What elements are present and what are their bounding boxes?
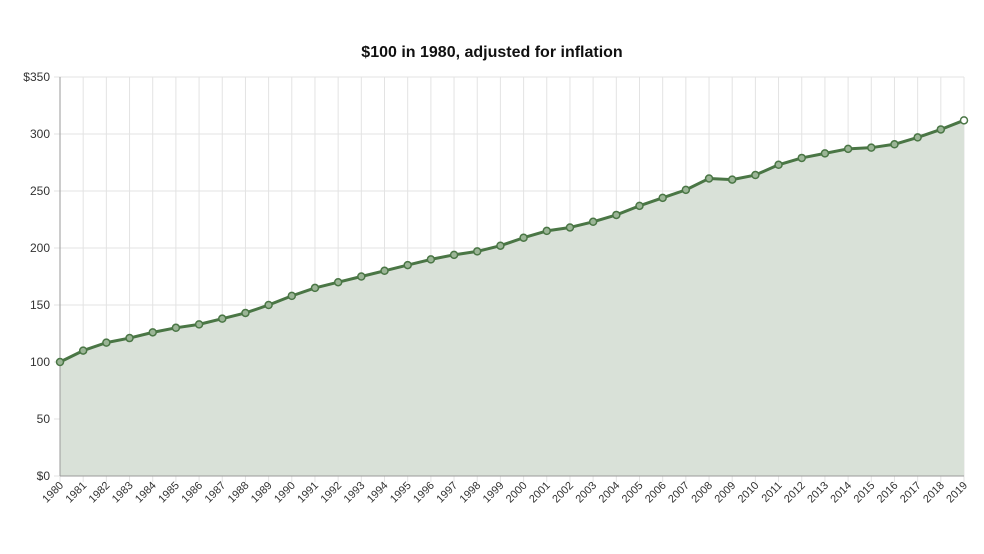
data-point (449, 250, 459, 260)
data-point (588, 217, 598, 227)
data-point (125, 333, 134, 343)
data-point (867, 143, 876, 152)
x-tick-label: 2012 (782, 480, 808, 506)
data-point (727, 175, 737, 184)
data-point (565, 223, 575, 232)
data-point (936, 125, 946, 134)
x-tick-label: 1982 (87, 480, 113, 506)
data-point (426, 255, 436, 264)
data-point (241, 308, 250, 318)
data-point (635, 201, 644, 211)
x-tick-label: 1983 (110, 480, 136, 506)
x-tick-label: 1986 (179, 480, 205, 506)
y-tick-label: 250 (30, 184, 50, 198)
x-tick-label: 2016 (875, 480, 901, 506)
x-tick-label: 1994 (365, 480, 391, 506)
x-tick-label: 1998 (458, 480, 484, 506)
x-tick-label: 2010 (736, 480, 762, 506)
data-point (403, 260, 412, 270)
x-tick-label: 1992 (318, 480, 344, 506)
data-point (472, 247, 482, 256)
data-point (820, 149, 830, 158)
x-tick-label: 1985 (156, 480, 182, 506)
data-point (333, 277, 343, 287)
x-tick-label: 1981 (64, 480, 90, 506)
data-point (658, 193, 667, 203)
data-point (287, 291, 297, 301)
data-point (78, 346, 88, 355)
data-point (380, 266, 389, 276)
x-tick-label: 1993 (342, 480, 368, 506)
axes (59, 77, 964, 477)
y-tick-label: $0 (37, 469, 51, 483)
x-tick-label: 2014 (828, 480, 854, 506)
data-point (612, 210, 621, 220)
x-tick-label: 2013 (805, 480, 831, 506)
data-point (102, 338, 111, 347)
x-tick-label: 1988 (226, 480, 252, 506)
x-tick-label: 2003 (573, 480, 599, 506)
data-point (890, 140, 899, 149)
y-tick-label: 50 (37, 412, 51, 426)
y-tick-label: $350 (23, 70, 50, 84)
y-tick-label: 300 (30, 127, 50, 141)
x-tick-label: 2005 (620, 480, 646, 506)
x-tick-label: 2009 (713, 480, 739, 506)
data-point (310, 283, 320, 293)
series-line (58, 118, 966, 364)
data-point (218, 314, 227, 323)
data-point (171, 323, 181, 333)
chart-title: $100 in 1980, adjusted for inflation (361, 44, 623, 61)
x-tick-label: 2001 (527, 480, 553, 506)
x-tick-label: 1995 (388, 480, 414, 506)
data-point (519, 233, 528, 242)
data-point (751, 170, 760, 180)
y-tick-label: 150 (30, 298, 50, 312)
x-tick-label: 1991 (295, 480, 321, 506)
x-tick-label: 2019 (944, 480, 970, 506)
data-point (959, 116, 969, 125)
data-point (194, 320, 204, 329)
x-tick-label: 2008 (689, 480, 715, 506)
data-point (55, 357, 65, 367)
x-tick-label: 2007 (666, 480, 692, 506)
x-tick-label: 1984 (133, 480, 159, 506)
x-tick-label: 2004 (597, 480, 623, 506)
data-point (496, 241, 505, 250)
x-tick-label: 2018 (921, 480, 947, 506)
x-tick-label: 1996 (411, 480, 437, 506)
data-point (681, 185, 691, 195)
data-point (264, 300, 273, 310)
x-tick-label: 1989 (249, 480, 275, 506)
x-tick-label: 1987 (203, 480, 229, 506)
data-point (542, 226, 552, 236)
y-tick-label: 200 (30, 241, 50, 255)
data-point (913, 133, 922, 142)
data-point (774, 160, 783, 170)
markers (55, 116, 969, 367)
data-point (704, 174, 714, 183)
y-tick-label: 100 (30, 355, 50, 369)
x-tick-label: 2011 (759, 480, 784, 505)
x-tick-label: 2017 (898, 480, 924, 506)
data-point (148, 328, 157, 337)
x-tick-label: 1990 (272, 480, 298, 506)
x-tick-label: 1980 (40, 480, 66, 506)
x-tick-label: 2000 (504, 480, 530, 506)
data-point (797, 153, 806, 163)
data-point (357, 272, 366, 281)
x-tick-label: 2015 (852, 480, 878, 506)
x-tick-label: 2006 (643, 480, 669, 506)
x-tick-label: 1999 (481, 480, 507, 506)
x-tick-label: 1997 (434, 480, 460, 506)
area-fill (60, 120, 964, 476)
data-point (843, 144, 853, 154)
x-tick-label: 2002 (550, 480, 576, 506)
area-layer (58, 118, 966, 476)
